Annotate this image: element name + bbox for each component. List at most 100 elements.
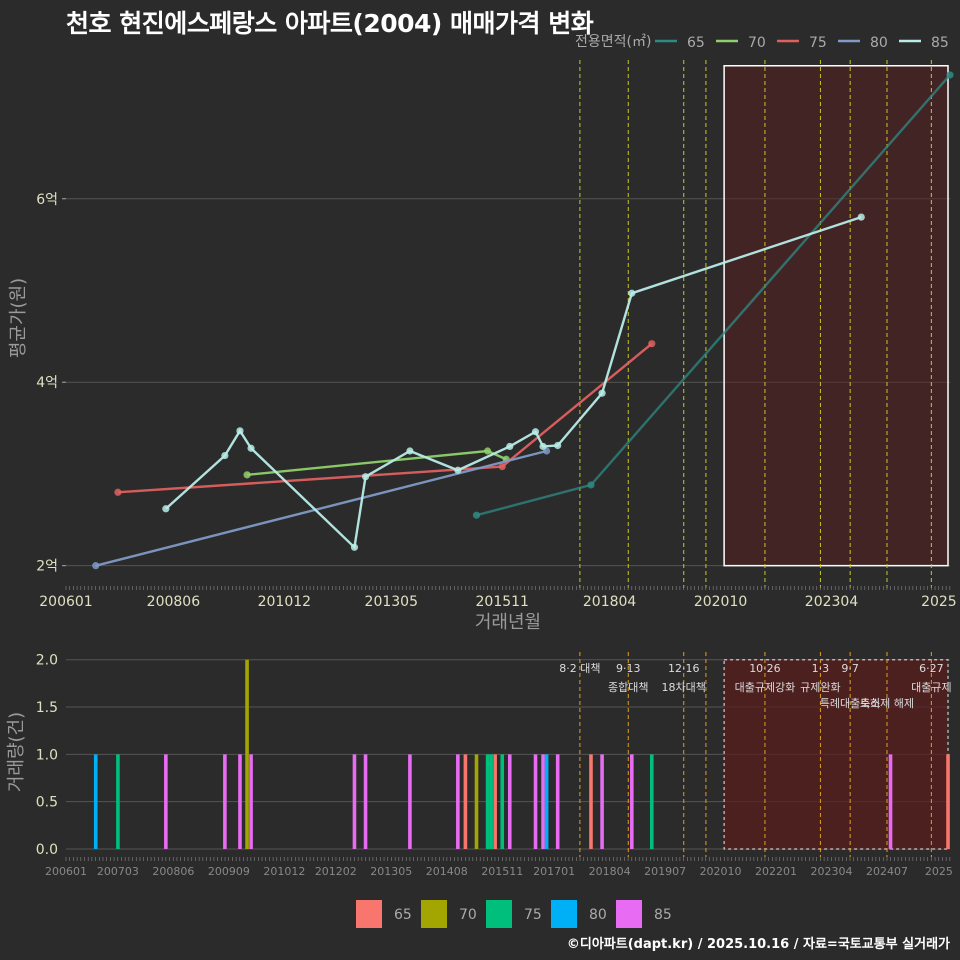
- x-tick-label: 200806: [152, 865, 194, 878]
- price-chart: 2억 4억 6억 200601 200806 201012 201305 201511 2018…: [8, 34, 957, 633]
- credit-text: ©디아파트(dapt.kr) / 2025.10.16 / 자료=국토교통부 실…: [566, 937, 950, 952]
- data-point-70: [483, 447, 492, 455]
- legend-key-65: [356, 900, 382, 928]
- y-tick-label: 2억: [36, 559, 58, 575]
- bar-80: [544, 754, 549, 849]
- bar-75: [500, 754, 505, 849]
- event-date: 10·26: [749, 662, 781, 675]
- x-tick-label: 2025: [925, 865, 953, 878]
- event-label: 대출규제: [911, 681, 951, 694]
- bar-85: [408, 754, 412, 849]
- legend-label-65: 65: [394, 907, 412, 923]
- legend-label-80: 80: [589, 907, 607, 923]
- x-tick-label: 201408: [426, 865, 468, 878]
- bar-80: [93, 754, 98, 849]
- event-label: 특례대출축소: [820, 697, 881, 710]
- x-tick-label: 201511: [476, 594, 529, 610]
- series-line-80: [95, 449, 547, 567]
- x-tick-label: 2025: [921, 594, 957, 610]
- bar-85: [541, 754, 545, 849]
- bar-85: [507, 754, 512, 849]
- bar-85: [164, 754, 168, 849]
- highlight-box: [723, 65, 949, 567]
- bar-70: [245, 659, 249, 849]
- data-point-85: [531, 428, 540, 436]
- y-tick-label: 4억: [36, 375, 58, 391]
- legend-label-65: 65: [687, 35, 705, 51]
- x-tick-label: 202304: [811, 865, 853, 878]
- legend-key-85: [616, 900, 642, 928]
- legend-key-80: [551, 900, 577, 928]
- event-date: 8·2 대책: [559, 662, 600, 675]
- event-date: 9·13: [616, 662, 641, 675]
- data-point-85: [247, 444, 255, 452]
- legend-label-75: 75: [524, 907, 542, 923]
- bar-85: [238, 754, 242, 849]
- bar-85: [352, 754, 357, 849]
- event-date: 6·27: [919, 662, 944, 675]
- bar-85: [456, 754, 460, 849]
- event-date: 9·7: [841, 662, 859, 675]
- data-point-85: [628, 289, 636, 297]
- y-tick-label: 6억: [36, 192, 58, 208]
- x-tick-label: 200909: [208, 865, 250, 878]
- y-tick-label: 1.0: [36, 747, 58, 763]
- data-point-70: [243, 471, 251, 479]
- x-tick-label: 202201: [755, 865, 797, 878]
- bar-85: [600, 754, 604, 849]
- event-label: 종합대책: [608, 681, 648, 694]
- data-point-75: [498, 462, 506, 471]
- legend-label-75: 75: [809, 35, 827, 51]
- legend-label-85: 85: [931, 35, 949, 51]
- x-tick-label: 201305: [370, 865, 412, 878]
- legend-key-75: [486, 900, 512, 928]
- data-point-75: [114, 488, 122, 496]
- data-point-85: [361, 473, 370, 481]
- x-tick-label: 201907: [644, 865, 686, 878]
- legend-label-70: 70: [459, 907, 477, 923]
- bar-85: [630, 754, 634, 849]
- legend-title: 전용면적(㎡): [575, 34, 651, 50]
- data-point-85: [506, 442, 514, 451]
- y-axis-title: 평균가(원): [8, 278, 29, 358]
- bar-85: [888, 754, 893, 849]
- y-tick-label: 0.0: [36, 842, 58, 858]
- bar-75: [489, 754, 493, 849]
- x-axis-title: 거래년월: [475, 612, 541, 633]
- data-point-85: [236, 427, 244, 435]
- y-tick-label: 2.0: [36, 653, 58, 669]
- x-tick-label: 201012: [263, 865, 305, 878]
- event-label: 토허제 해제: [860, 696, 914, 710]
- x-tick-label: 202407: [866, 865, 908, 878]
- x-tick-label: 200601: [39, 594, 92, 610]
- bar-65: [946, 754, 950, 849]
- bar-85: [363, 754, 368, 849]
- x-tick-label: 202010: [694, 594, 747, 610]
- bar-75: [485, 754, 490, 849]
- y-tick-label: 0.5: [36, 795, 58, 811]
- chart-title: 천호 현진에스페랑스 아파트(2004) 매매가격 변화: [66, 9, 594, 38]
- data-point-85: [350, 543, 359, 551]
- data-point-85: [221, 451, 229, 460]
- data-point-85: [454, 466, 462, 474]
- event-label: 규제완화: [800, 681, 840, 694]
- bar-65: [589, 754, 593, 849]
- data-point-65: [587, 481, 595, 489]
- event-date: 12·16: [668, 662, 700, 675]
- bar-85: [533, 754, 538, 849]
- bar-65: [493, 754, 497, 849]
- legend-label-70: 70: [748, 35, 766, 51]
- y-axis-title: 거래량(건): [6, 712, 27, 792]
- x-tick-label: 200806: [147, 594, 201, 610]
- event-label: 18차대책: [662, 681, 706, 694]
- x-tick-label: 200601: [45, 865, 87, 878]
- data-point-85: [554, 441, 562, 450]
- bar-65: [463, 754, 468, 849]
- event-label: 대출규제강화: [735, 681, 796, 694]
- bar-75: [116, 754, 120, 849]
- legend-label-85: 85: [654, 907, 672, 923]
- x-tick-label: 201804: [589, 865, 631, 878]
- bar-85: [249, 754, 253, 849]
- event-date: 1·3: [812, 662, 830, 675]
